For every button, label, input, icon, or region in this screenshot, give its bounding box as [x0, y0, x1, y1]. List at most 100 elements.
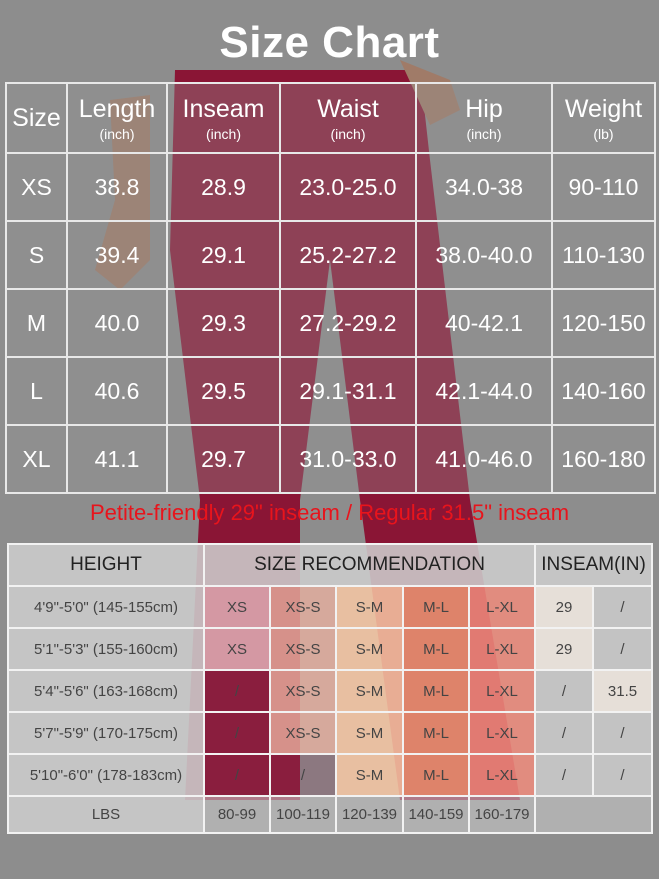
lbs-cell: 140-159	[402, 795, 470, 834]
height-cell: 5'10"-6'0" (178-183cm)	[7, 753, 205, 797]
inseam-cell: 29	[534, 585, 595, 629]
inseam-cell: /	[534, 711, 595, 755]
header-cell: Size	[5, 82, 68, 154]
size-cell: M-L	[402, 753, 470, 797]
table-cell: L	[5, 356, 68, 426]
header-label: Inseam	[182, 94, 265, 123]
table-row: 5'4"-5'6" (163-168cm) / XS-S S-M M-L L-XL/31.…	[7, 669, 654, 713]
table-row: M 40.0 29.3 27.2-29.2 40-42.1 120-150	[5, 288, 656, 358]
size-cell: XS-S	[269, 711, 337, 755]
table-cell: 27.2-29.2	[279, 288, 417, 358]
header-label: Waist	[317, 94, 379, 123]
table-cell: 29.5	[166, 356, 281, 426]
header-cell: Inseam (inch)	[166, 82, 281, 154]
table-cell: 41.1	[66, 424, 168, 494]
table-cell: 29.1-31.1	[279, 356, 417, 426]
table-cell: 29.3	[166, 288, 281, 358]
size-cell: M-L	[402, 669, 470, 713]
header-unit: (inch)	[466, 125, 502, 142]
lbs-cell: 160-179	[467, 795, 537, 834]
table-row: XS 38.8 28.9 23.0-25.0 34.0-38 90-110	[5, 152, 656, 222]
size-cell: XS-S	[269, 669, 337, 713]
table-row: 4'9"-5'0" (145-155cm) XS XS-S S-M M-L L-XL 29/	[7, 585, 654, 629]
table-cell: 140-160	[551, 356, 656, 426]
size-cell: S-M	[335, 711, 404, 755]
size-cell: /	[269, 753, 337, 797]
table-cell: 42.1-44.0	[415, 356, 553, 426]
inseam-cell: /	[592, 585, 654, 629]
lbs-label: LBS	[7, 795, 205, 834]
table-cell: XL	[5, 424, 68, 494]
header-unit: (inch)	[330, 125, 366, 142]
table-cell: 38.0-40.0	[415, 220, 553, 290]
header-cell: Waist (inch)	[279, 82, 417, 154]
header-unit: (inch)	[205, 125, 241, 142]
table-cell: 120-150	[551, 288, 656, 358]
table-cell: 110-130	[551, 220, 656, 290]
size-cell: /	[203, 753, 271, 797]
size-cell: XS	[203, 585, 271, 629]
size-cell: XS	[203, 627, 271, 671]
inseam-cell: /	[534, 669, 595, 713]
table-cell: 38.8	[66, 152, 168, 222]
header-label: Weight	[564, 94, 643, 123]
inseam-cell: /	[592, 753, 654, 797]
size-cell: M-L	[402, 711, 470, 755]
inseam-header: INSEAM(IN)	[534, 543, 654, 587]
inseam-cell: /	[592, 711, 654, 755]
lbs-row: LBS 80-99 100-119 120-139 140-159 160-179	[7, 795, 654, 834]
header-row: HEIGHT SIZE RECOMMENDATION INSEAM(IN)	[7, 543, 654, 587]
size-cell: XS-S	[269, 627, 337, 671]
lbs-empty	[534, 795, 654, 834]
height-cell: 5'1"-5'3" (155-160cm)	[7, 627, 205, 671]
size-recommendation-table: HEIGHT SIZE RECOMMENDATION INSEAM(IN) 4'9"-…	[7, 543, 654, 834]
table-row: XL 41.1 29.7 31.0-33.0 41.0-46.0 160-180	[5, 424, 656, 494]
table-cell: 41.0-46.0	[415, 424, 553, 494]
size-cell: S-M	[335, 669, 404, 713]
size-cell: M-L	[402, 585, 470, 629]
lbs-cell: 120-139	[335, 795, 404, 834]
inseam-cell: /	[592, 627, 654, 671]
size-cell: S-M	[335, 585, 404, 629]
size-cell: L-XL	[467, 585, 537, 629]
table-cell: XS	[5, 152, 68, 222]
table-cell: 40.0	[66, 288, 168, 358]
header-label: Size	[12, 103, 61, 132]
table-cell: 31.0-33.0	[279, 424, 417, 494]
table-row: 5'10"-6'0" (178-183cm) / / S-M M-L L-XL / /	[7, 753, 654, 797]
inseam-cell: 31.5	[592, 669, 654, 713]
header-unit: (lb)	[593, 125, 614, 142]
size-table: Size Length (inch) Inseam (inch) Waist (inch) H…	[5, 82, 656, 494]
size-cell: L-XL	[467, 627, 537, 671]
height-header: HEIGHT	[7, 543, 205, 587]
table-cell: S	[5, 220, 68, 290]
header-cell: Weight (lb)	[551, 82, 656, 154]
header-cell: Length (inch)	[66, 82, 168, 154]
height-cell: 4'9"-5'0" (145-155cm)	[7, 585, 205, 629]
size-cell: XS-S	[269, 585, 337, 629]
lbs-cell: 100-119	[269, 795, 337, 834]
header-unit: (inch)	[99, 125, 135, 142]
header-row: Size Length (inch) Inseam (inch) Waist (inch) H…	[5, 82, 656, 154]
size-cell: M-L	[402, 627, 470, 671]
table-cell: 40.6	[66, 356, 168, 426]
size-cell: L-XL	[467, 669, 537, 713]
table-cell: 39.4	[66, 220, 168, 290]
table-cell: 29.7	[166, 424, 281, 494]
table-cell: 34.0-38	[415, 152, 553, 222]
height-cell: 5'4"-5'6" (163-168cm)	[7, 669, 205, 713]
lbs-cell: 80-99	[203, 795, 271, 834]
size-cell: S-M	[335, 753, 404, 797]
inseam-cell: 29	[534, 627, 595, 671]
size-cell: /	[203, 669, 271, 713]
table-row: 5'7"-5'9" (170-175cm) / XS-S S-M M-L L-XL / /	[7, 711, 654, 755]
size-cell: S-M	[335, 627, 404, 671]
size-recommendation-header: SIZE RECOMMENDATION	[202, 543, 537, 587]
table-row: L 40.6 29.5 29.1-31.1 42.1-44.0 140-160	[5, 356, 656, 426]
table-row: 5'1"-5'3" (155-160cm) XS XS-S S-M M-L L-XL 29/	[7, 627, 654, 671]
table-cell: 40-42.1	[415, 288, 553, 358]
height-cell: 5'7"-5'9" (170-175cm)	[7, 711, 205, 755]
table-cell: M	[5, 288, 68, 358]
header-label: Length	[78, 94, 156, 123]
header-label: Hip	[465, 94, 503, 123]
